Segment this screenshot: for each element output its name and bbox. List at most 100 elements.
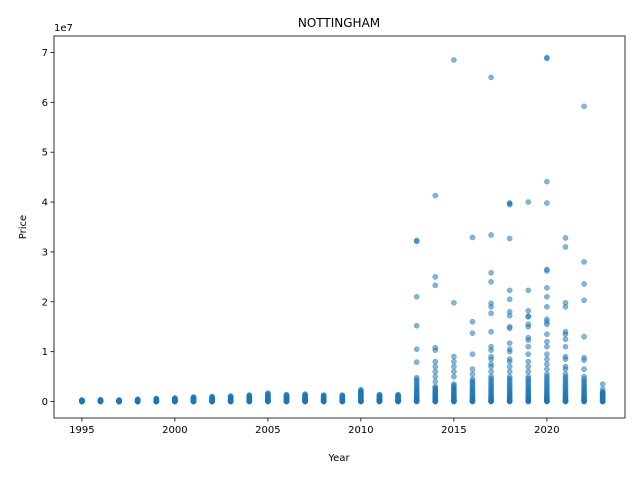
data-point — [451, 358, 457, 365]
data-point — [488, 232, 494, 238]
data-point — [469, 366, 476, 372]
y-tick-label: 3 — [42, 247, 48, 258]
data-point — [544, 356, 550, 363]
data-point — [432, 192, 439, 199]
data-point — [265, 390, 271, 396]
data-point — [562, 371, 569, 377]
data-point — [581, 297, 587, 304]
y-axis: 0 1 2 3 4 5 6 7 — [42, 48, 54, 408]
data-point — [544, 338, 550, 345]
data-point — [190, 394, 197, 400]
data-point — [451, 373, 457, 380]
data-point — [469, 351, 476, 358]
data-point — [581, 259, 587, 265]
y-tick-label: 5 — [42, 148, 48, 159]
data-point — [599, 386, 606, 392]
data-point — [451, 363, 457, 370]
data-point — [506, 287, 513, 294]
data-point — [432, 368, 439, 375]
data-point — [506, 201, 513, 208]
data-point — [525, 313, 532, 320]
data-point — [320, 392, 327, 398]
data-point — [525, 199, 532, 205]
data-point — [525, 323, 532, 330]
data-point — [488, 363, 494, 370]
data-point — [488, 373, 494, 380]
data-point — [581, 333, 587, 340]
data-point — [395, 391, 401, 398]
data-point — [451, 353, 457, 360]
data-point — [525, 287, 532, 294]
data-point — [506, 363, 513, 370]
y-tick-label: 0 — [42, 397, 48, 408]
y-tick-label: 2 — [42, 297, 48, 308]
data-point — [413, 346, 420, 353]
data-point — [544, 366, 550, 372]
data-point — [172, 395, 178, 401]
data-point — [506, 368, 513, 375]
data-point — [488, 279, 494, 285]
data-point — [544, 321, 550, 328]
data-point — [432, 383, 439, 390]
data-point — [525, 368, 532, 375]
data-point — [413, 238, 420, 245]
chart-title: NOTTINGHAM — [298, 16, 380, 30]
data-point — [562, 303, 569, 310]
data-point — [562, 244, 569, 250]
data-point — [432, 363, 439, 370]
data-point — [506, 340, 513, 347]
data-point — [469, 318, 476, 325]
data-point — [544, 361, 550, 367]
data-point — [544, 303, 550, 310]
data-point — [488, 368, 494, 375]
data-point — [506, 312, 513, 319]
data-point — [376, 391, 383, 398]
data-point — [544, 351, 550, 358]
data-point — [432, 274, 439, 280]
data-point — [544, 178, 550, 185]
data-point — [544, 200, 550, 206]
data-point — [358, 386, 364, 393]
data-point — [451, 299, 457, 306]
data-point — [544, 343, 550, 350]
data-point — [209, 393, 215, 400]
data-point — [525, 307, 532, 314]
data-point — [506, 373, 513, 380]
data-point — [562, 343, 569, 350]
plot-frame — [53, 35, 626, 419]
data-point — [599, 381, 606, 387]
data-point — [488, 328, 494, 335]
y-offset-label: 1e7 — [54, 23, 73, 34]
data-point — [562, 336, 569, 343]
data-point — [413, 359, 420, 365]
data-point — [506, 296, 513, 303]
x-tick-label: 2005 — [255, 425, 280, 436]
x-tick-label: 2000 — [162, 425, 187, 436]
data-point — [283, 391, 290, 398]
data-point — [432, 378, 439, 385]
data-point — [506, 235, 513, 242]
data-point — [451, 57, 457, 63]
data-point — [97, 396, 104, 403]
data-point — [134, 396, 141, 403]
data-point — [488, 74, 494, 81]
data-point — [525, 358, 532, 365]
data-point — [488, 347, 494, 354]
data-point — [413, 322, 420, 329]
y-axis-label: Price — [18, 215, 29, 239]
data-point — [562, 356, 569, 363]
data-point — [451, 368, 457, 375]
x-tick-label: 1995 — [69, 425, 94, 436]
data-point — [581, 103, 587, 110]
x-tick-label: 2010 — [348, 425, 373, 436]
x-axis: 1995 2000 2005 2010 2015 2020 — [69, 418, 560, 436]
data-point — [544, 293, 550, 300]
data-point — [246, 392, 253, 398]
data-point — [432, 282, 439, 289]
data-point — [469, 371, 476, 377]
data-points — [79, 54, 606, 405]
data-point — [153, 395, 160, 402]
data-point — [544, 331, 550, 338]
data-point — [544, 284, 550, 291]
y-tick-label: 1 — [42, 347, 48, 358]
